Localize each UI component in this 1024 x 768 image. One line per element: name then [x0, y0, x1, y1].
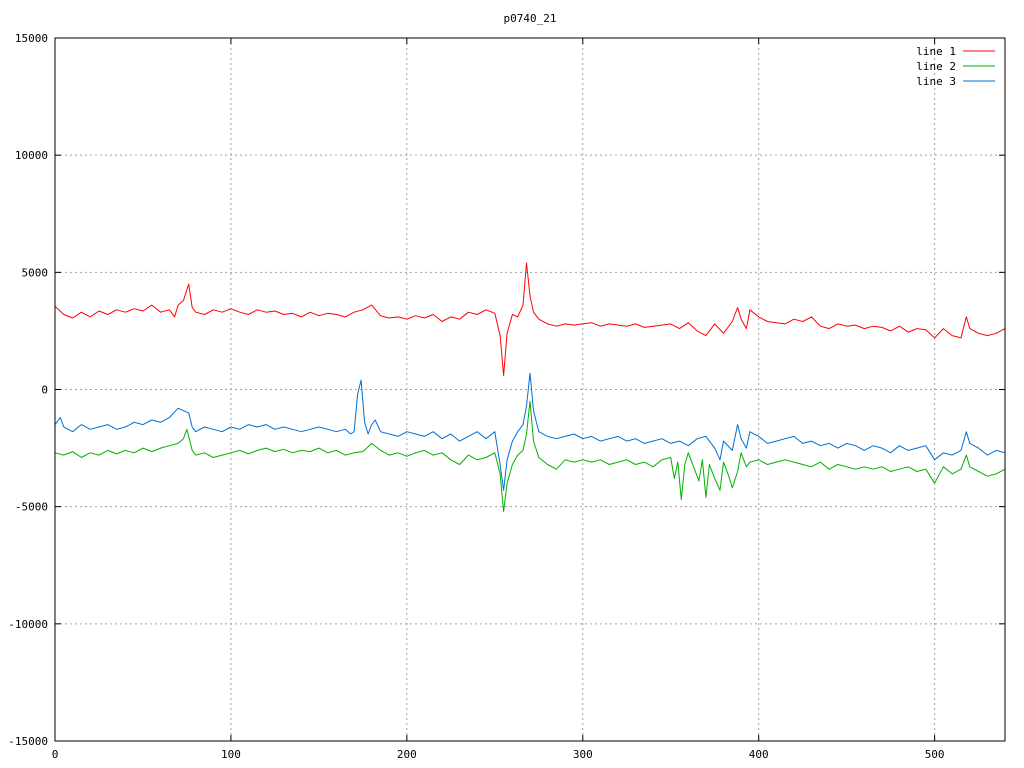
y-tick-label: 15000: [15, 32, 48, 45]
x-axis-ticks: 0 100 200 300 400 500: [52, 38, 945, 761]
x-tick-label: 300: [573, 748, 593, 761]
y-tick-label: -5000: [15, 501, 48, 514]
x-tick-label: 400: [749, 748, 769, 761]
plot-frame: [54, 37, 1006, 742]
legend-label-1: line 1: [916, 45, 956, 58]
chart-title: p0740_21: [504, 12, 557, 25]
y-tick-label: -15000: [8, 735, 48, 748]
legend: line 1 line 2 line 3: [916, 45, 995, 88]
legend-label-3: line 3: [916, 75, 956, 88]
series-line-1: [54, 262, 1006, 376]
y-tick-label: 0: [41, 384, 48, 397]
series-line-3: [54, 372, 1006, 491]
y-tick-label: 5000: [22, 266, 49, 279]
y-axis-ticks: -15000 -10000 -5000 0 5000 10000 15000: [8, 32, 1005, 748]
series-layer: [54, 262, 1006, 512]
series-line-2: [54, 400, 1006, 512]
y-tick-label: 10000: [15, 149, 48, 162]
legend-label-2: line 2: [916, 60, 956, 73]
grid-lines: [55, 38, 1005, 741]
x-tick-label: 0: [52, 748, 59, 761]
x-tick-label: 200: [397, 748, 417, 761]
y-tick-label: -10000: [8, 618, 48, 631]
x-tick-label: 100: [221, 748, 241, 761]
x-tick-label: 500: [925, 748, 945, 761]
